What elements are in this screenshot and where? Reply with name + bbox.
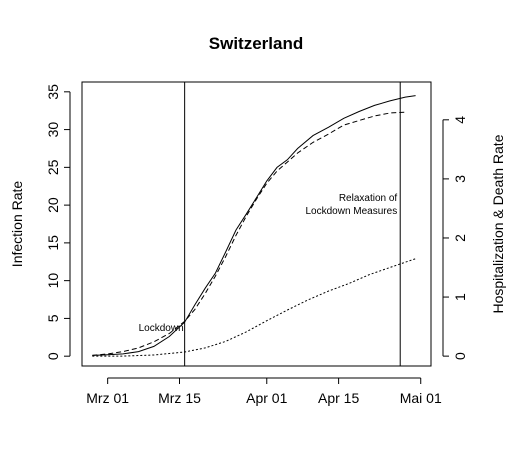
x-tick-label: Apr 15 xyxy=(318,390,359,406)
annotations: Lockdown Relaxation of Lockdown Measures xyxy=(139,193,398,334)
left-y-axis-label: Infection Rate xyxy=(9,181,25,268)
chart-title: Switzerland xyxy=(209,34,303,53)
series-dotted-line xyxy=(92,258,416,357)
left-tick-label: 35 xyxy=(45,84,61,100)
x-tick-label: Mai 01 xyxy=(400,390,442,406)
left-tick-label: 0 xyxy=(45,352,61,360)
left-tick-label: 30 xyxy=(45,122,61,138)
left-tick-label: 5 xyxy=(45,314,61,322)
right-tick-label: 2 xyxy=(452,234,468,242)
x-tick-label: Mrz 15 xyxy=(158,390,201,406)
x-tick-label: Mrz 01 xyxy=(86,390,129,406)
left-tick-label: 20 xyxy=(45,197,61,213)
right-y-axis-label: Hospitalization & Death Rate xyxy=(490,134,506,313)
series-layer xyxy=(92,95,416,357)
series-dashed-line xyxy=(92,111,406,356)
right-tick-label: 1 xyxy=(452,293,468,301)
relaxation-annotation: Relaxation of xyxy=(339,193,398,204)
right-tick-label: 0 xyxy=(452,352,468,360)
left-tick-label: 15 xyxy=(45,235,61,251)
lockdown-annotation: Lockdown xyxy=(139,323,184,334)
series-solid-line xyxy=(92,95,416,356)
left-tick-label: 25 xyxy=(45,159,61,175)
right-tick-label: 3 xyxy=(452,175,468,183)
x-tick-label: Apr 01 xyxy=(246,390,287,406)
event-lines xyxy=(184,82,401,366)
right-tick-label: 4 xyxy=(452,116,468,124)
left-tick-label: 10 xyxy=(45,273,61,289)
left-y-axis: 0 5 10 15 20 25 30 35 xyxy=(45,84,71,360)
relaxation-annotation: Lockdown Measures xyxy=(305,206,397,217)
right-y-axis: 0 1 2 3 4 xyxy=(442,116,468,360)
plot-frame xyxy=(81,81,432,367)
x-axis: Mrz 01 Mrz 15 Apr 01 Apr 15 Mai 01 xyxy=(86,377,442,406)
